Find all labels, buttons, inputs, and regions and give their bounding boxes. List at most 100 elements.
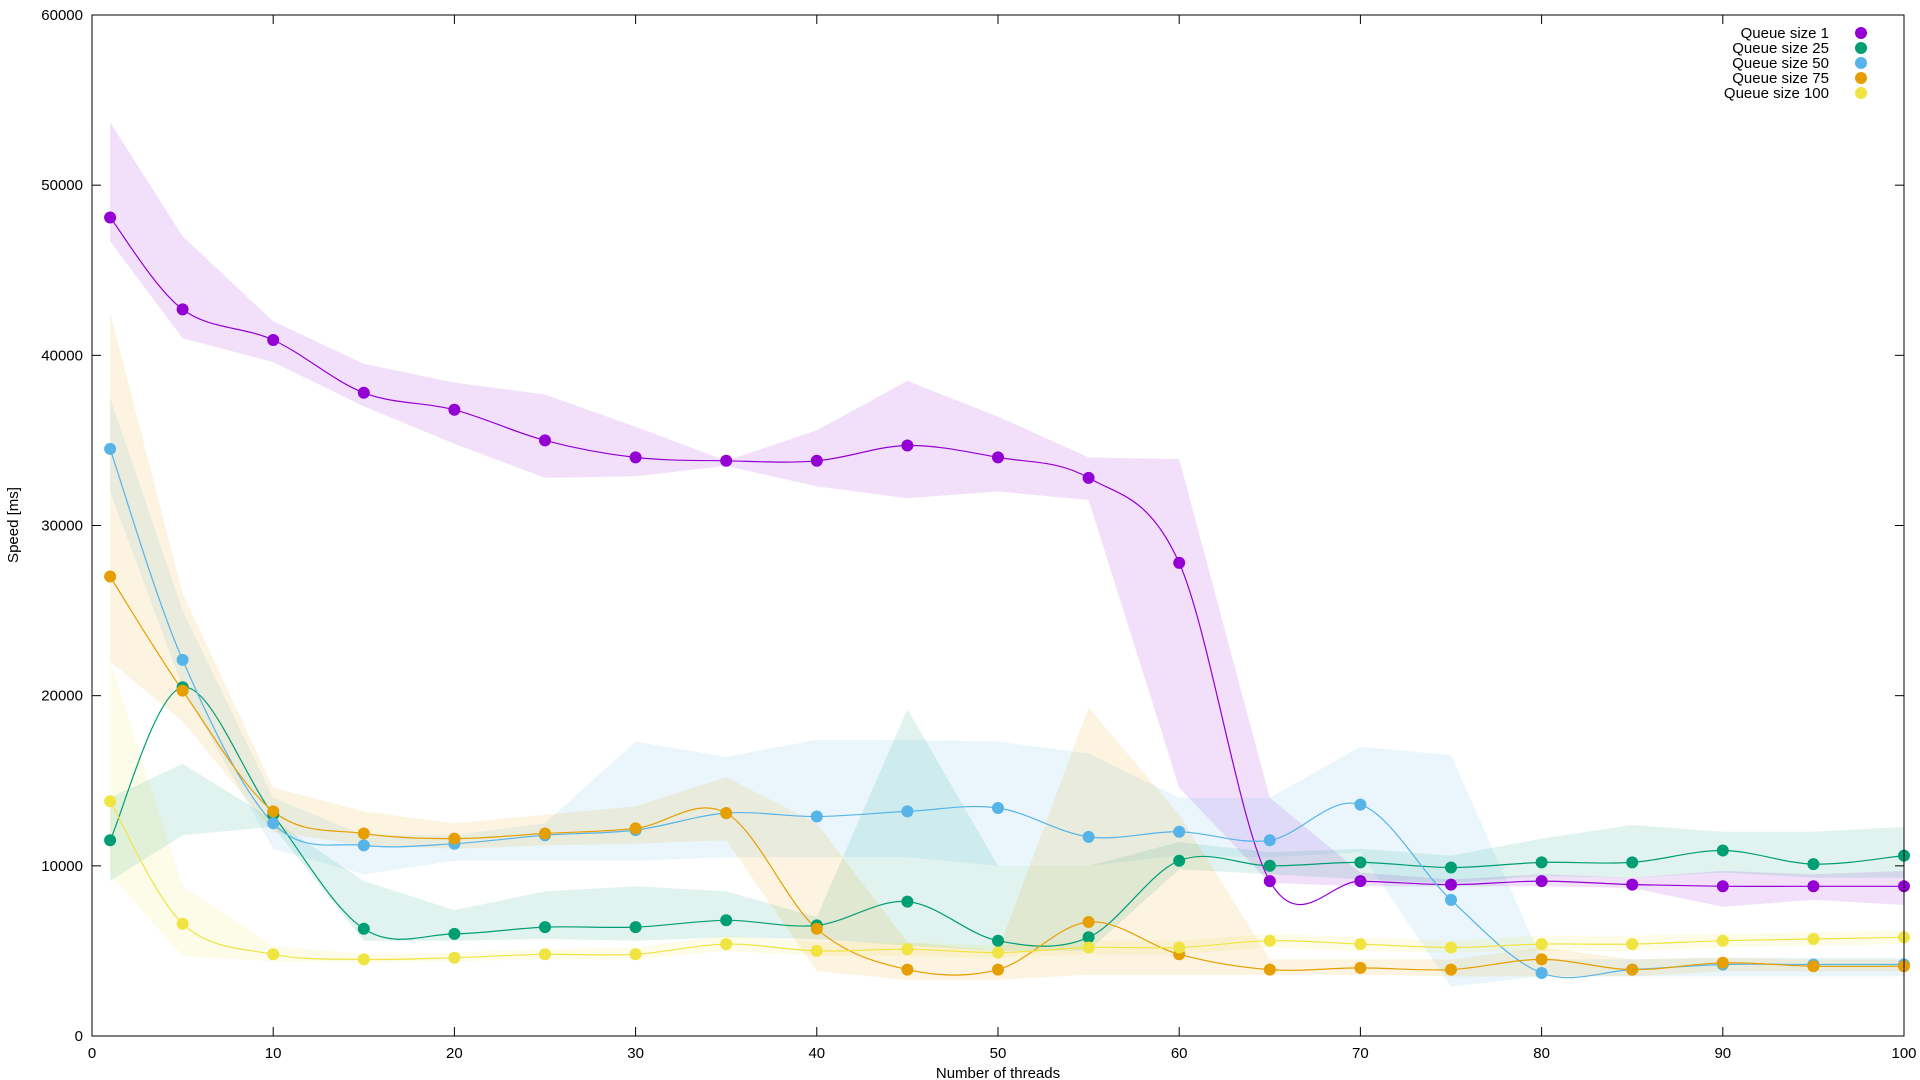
series-2-point xyxy=(1445,861,1457,874)
series-2-band xyxy=(110,709,1905,951)
series-2-point xyxy=(1626,856,1639,869)
x-tick-label: 60 xyxy=(1171,1045,1188,1062)
series-5-point xyxy=(267,948,280,961)
series-1-point xyxy=(1354,875,1367,888)
series-4-point xyxy=(720,807,733,820)
x-tick-label: 20 xyxy=(446,1045,463,1062)
y-tick-label: 10000 xyxy=(41,858,83,875)
series-4-point xyxy=(1445,963,1457,976)
y-axis-title: Speed [ms] xyxy=(5,487,22,563)
series-1-point xyxy=(1626,878,1639,891)
series-2-point xyxy=(1807,858,1820,871)
series-5-point xyxy=(176,917,189,930)
series-4-point xyxy=(1082,916,1095,928)
series-1-point xyxy=(357,386,370,399)
series-1-point xyxy=(720,454,733,467)
series-5-point xyxy=(448,951,461,964)
series-3-point xyxy=(810,810,823,823)
series-2-point xyxy=(901,895,914,908)
series-5-point xyxy=(720,938,733,951)
x-tick-label: 70 xyxy=(1352,1045,1369,1062)
series-4-point xyxy=(539,827,551,840)
series-4-point xyxy=(810,922,823,935)
series-5-point xyxy=(1807,933,1820,945)
series-5-point xyxy=(1445,941,1457,954)
series-1-point xyxy=(1263,875,1276,888)
legend-label: Queue size 25 xyxy=(1732,40,1829,57)
series-2-point xyxy=(104,834,117,847)
series-5-point xyxy=(1354,938,1367,951)
series-4-point xyxy=(1535,953,1548,966)
x-tick-label: 100 xyxy=(1891,1045,1916,1062)
series-5-point xyxy=(901,943,914,956)
legend-label: Queue size 1 xyxy=(1741,25,1829,42)
series-3-point xyxy=(1173,825,1186,838)
x-tick-label: 0 xyxy=(88,1045,96,1062)
x-tick-label: 30 xyxy=(627,1045,644,1062)
series-2-point xyxy=(448,927,461,940)
series-5-point xyxy=(1626,938,1639,951)
x-tick-label: 80 xyxy=(1533,1045,1550,1062)
series-5-point xyxy=(1716,934,1729,947)
legend-marker xyxy=(1855,72,1867,84)
series-3-point xyxy=(267,817,280,830)
series-2-point xyxy=(992,934,1004,947)
y-tick-label: 40000 xyxy=(41,347,83,364)
x-axis: 0 10 20 30 40 50 60 70 80 90 100 xyxy=(88,15,1917,1062)
series-1-point xyxy=(1082,471,1095,484)
series-3-point xyxy=(357,839,370,852)
x-tick-label: 40 xyxy=(808,1045,825,1062)
series-2-point xyxy=(1354,856,1367,869)
series-4-point xyxy=(1716,956,1729,969)
series-5-point xyxy=(1173,941,1186,954)
series-1-point xyxy=(1716,880,1729,893)
series-1-line xyxy=(109,217,1904,906)
series-2-point xyxy=(1263,859,1276,872)
series-4-point xyxy=(267,805,280,818)
series-2-line xyxy=(109,686,1905,947)
series-5-point xyxy=(629,948,642,961)
series-3-point xyxy=(992,802,1004,814)
series-1-point xyxy=(1445,878,1457,891)
x-axis-title: Number of threads xyxy=(936,1065,1060,1080)
series-5-point xyxy=(539,948,551,961)
series-1-point xyxy=(539,434,551,447)
series-4-point xyxy=(104,570,117,583)
y-axis: 0 10000 20000 30000 40000 50000 60000 xyxy=(41,7,1904,1045)
legend-marker xyxy=(1855,57,1867,69)
legend-marker xyxy=(1855,27,1867,39)
series-4-point xyxy=(448,832,461,845)
series-4-point xyxy=(357,827,370,840)
series-3-point xyxy=(1535,967,1548,979)
series-3-point xyxy=(104,442,117,455)
series-4-point xyxy=(629,822,642,835)
series-4-point xyxy=(901,963,914,976)
y-tick-label: 50000 xyxy=(41,177,83,194)
series-1-point xyxy=(992,451,1004,464)
series-3-point xyxy=(1263,834,1276,847)
legend-marker xyxy=(1855,87,1867,99)
series-2-point xyxy=(720,914,733,927)
series-2-point xyxy=(539,921,551,934)
series-1-point xyxy=(810,454,823,467)
series-3-band xyxy=(110,397,1905,987)
series-1-point xyxy=(1173,556,1186,569)
series-5-point xyxy=(810,944,823,957)
series-3-point xyxy=(1082,830,1095,843)
x-tick-label: 10 xyxy=(265,1045,282,1062)
series-5-point xyxy=(357,953,370,966)
series-1-point xyxy=(901,439,914,452)
legend-label: Queue size 75 xyxy=(1732,70,1829,87)
confidence-bands xyxy=(110,122,1905,987)
series-4-point xyxy=(992,963,1004,976)
y-tick-label: 0 xyxy=(75,1028,83,1045)
series-5-point xyxy=(1263,934,1276,947)
series-2-point xyxy=(629,921,642,934)
series-1-point xyxy=(629,451,642,464)
x-tick-label: 90 xyxy=(1714,1045,1731,1062)
series-2-point xyxy=(1535,856,1548,869)
series-1-point xyxy=(104,211,117,224)
y-tick-label: 20000 xyxy=(41,688,83,705)
